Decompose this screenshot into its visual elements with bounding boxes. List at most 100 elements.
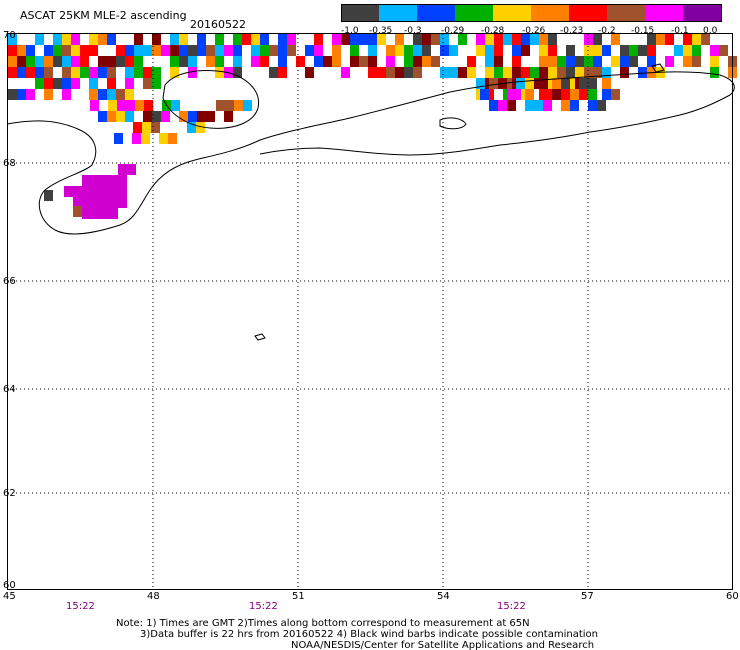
wind-cell xyxy=(44,78,53,89)
wind-cell xyxy=(100,175,109,186)
wind-cell xyxy=(107,67,116,78)
wind-cell xyxy=(53,34,62,45)
wind-cell xyxy=(503,67,512,78)
wind-cell xyxy=(489,100,498,111)
wind-cell xyxy=(89,45,98,56)
wind-cell xyxy=(710,67,719,78)
wind-cell xyxy=(278,34,287,45)
wind-cell xyxy=(413,45,422,56)
wind-cell xyxy=(476,34,485,45)
wind-cell xyxy=(170,67,179,78)
legend-label: -0.23 xyxy=(560,26,584,36)
wind-cell xyxy=(71,78,80,89)
wind-cell xyxy=(44,45,53,56)
wind-cell xyxy=(548,34,557,45)
wind-cell xyxy=(287,45,296,56)
wind-cell xyxy=(89,34,98,45)
wind-cell xyxy=(485,89,494,100)
wind-cell xyxy=(539,45,548,56)
wind-cell xyxy=(80,56,89,67)
wind-cell xyxy=(467,56,476,67)
wind-cell xyxy=(305,45,314,56)
coastline-island-1 xyxy=(254,333,266,341)
lon-label-45: 45 xyxy=(3,591,16,602)
wind-cell xyxy=(206,111,215,122)
wind-cell xyxy=(350,34,359,45)
wind-cell xyxy=(566,45,575,56)
wind-cell xyxy=(323,56,332,67)
wind-cell xyxy=(494,34,503,45)
wind-cell xyxy=(359,34,368,45)
wind-cell xyxy=(395,45,404,56)
wind-cell xyxy=(260,45,269,56)
wind-cell xyxy=(584,34,593,45)
wind-cell xyxy=(566,67,575,78)
wind-cell xyxy=(215,67,224,78)
wind-cell xyxy=(62,34,71,45)
wind-cell xyxy=(422,34,431,45)
wind-cell xyxy=(98,56,107,67)
wind-cell xyxy=(422,45,431,56)
wind-cell xyxy=(386,56,395,67)
wind-cell xyxy=(498,100,507,111)
wind-cell xyxy=(159,133,168,144)
wind-cell xyxy=(8,67,17,78)
wind-cell xyxy=(368,56,377,67)
wind-cell xyxy=(548,56,557,67)
pass-time-1: 15:22 xyxy=(66,601,95,612)
wind-cell xyxy=(91,186,100,197)
wind-cell xyxy=(118,175,127,186)
wind-cell xyxy=(332,34,341,45)
wind-cell xyxy=(100,197,109,208)
wind-cell xyxy=(386,67,395,78)
wind-cell xyxy=(251,45,260,56)
wind-cell xyxy=(507,100,516,111)
wind-cell xyxy=(224,111,233,122)
wind-cell xyxy=(579,89,588,100)
wind-cell xyxy=(593,56,602,67)
wind-cell xyxy=(588,100,597,111)
lat-label-62: 62 xyxy=(3,488,16,499)
wind-cell xyxy=(570,89,579,100)
legend-frame xyxy=(341,4,722,22)
wind-cell xyxy=(17,45,26,56)
wind-cell xyxy=(476,78,485,89)
product-date: 20160522 xyxy=(190,18,246,31)
wind-cell xyxy=(196,122,205,133)
wind-cell xyxy=(525,89,534,100)
wind-cell xyxy=(548,45,557,56)
wind-cell xyxy=(179,34,188,45)
wind-cell xyxy=(197,45,206,56)
wind-cell xyxy=(17,67,26,78)
wind-cell xyxy=(350,56,359,67)
wind-cell xyxy=(242,34,251,45)
wind-cell xyxy=(440,45,449,56)
wind-cell xyxy=(593,34,602,45)
wind-cell xyxy=(216,100,225,111)
wind-cell xyxy=(118,186,127,197)
wind-cell xyxy=(485,34,494,45)
wind-cell xyxy=(35,56,44,67)
wind-cell xyxy=(125,45,134,56)
wind-cell xyxy=(206,45,215,56)
wind-cell xyxy=(260,34,269,45)
wind-cell xyxy=(629,45,638,56)
plot-frame xyxy=(7,33,733,590)
wind-cell xyxy=(494,67,503,78)
wind-cell xyxy=(512,67,521,78)
wind-cell xyxy=(494,45,503,56)
wind-cell xyxy=(152,34,161,45)
wind-cell xyxy=(534,100,543,111)
wind-cell xyxy=(116,56,125,67)
wind-cell xyxy=(476,45,485,56)
coastline-main xyxy=(6,71,735,235)
wind-cell xyxy=(548,67,557,78)
wind-cell xyxy=(395,34,404,45)
wind-cell xyxy=(710,56,719,67)
wind-cell xyxy=(534,78,543,89)
wind-cell xyxy=(570,100,579,111)
wind-cell xyxy=(620,45,629,56)
wind-cell xyxy=(188,45,197,56)
wind-cell xyxy=(100,208,109,219)
